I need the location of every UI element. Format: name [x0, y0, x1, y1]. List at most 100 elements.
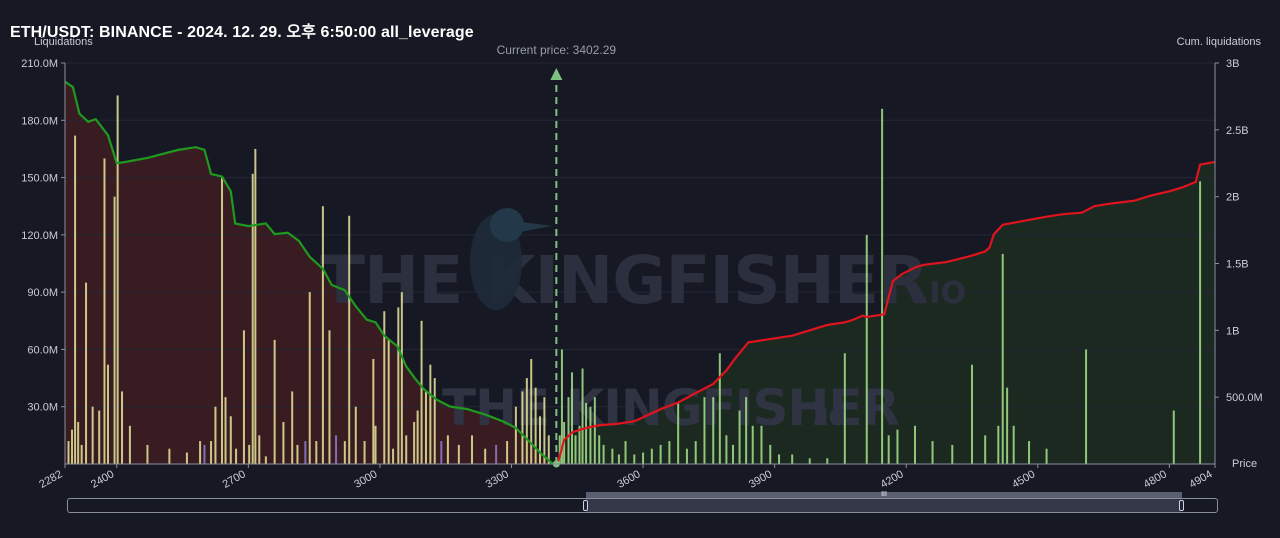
liquidation-bar [405, 435, 408, 464]
liquidation-bar [581, 368, 584, 464]
slider-grip-icon[interactable]: III [881, 491, 887, 498]
cum-line-short [64, 80, 554, 465]
liquidation-bar [185, 452, 188, 464]
liquidation-bar [589, 406, 592, 464]
range-slider[interactable] [67, 498, 1218, 513]
liquidation-bar [598, 435, 601, 464]
liquidation-bar [80, 444, 83, 464]
liquidation-bar [254, 148, 257, 464]
liquidation-bar [224, 397, 227, 464]
liquidation-bar [343, 441, 346, 464]
liquidation-bar [677, 402, 680, 464]
liquidation-bar [392, 448, 395, 464]
liquidation-bar [106, 364, 109, 464]
liquidation-bar [539, 416, 541, 464]
liquidation-bar [881, 108, 884, 464]
liquidation-bar [534, 387, 537, 464]
slider-left-handle[interactable] [583, 500, 588, 511]
liquidation-bar [543, 397, 546, 464]
liquidation-bar [363, 441, 366, 464]
right-axis-tick-label: 1B [1226, 325, 1239, 337]
liquidation-bar [77, 421, 80, 464]
liquidation-bar [199, 441, 202, 464]
watermark-small: THE KINGFISHER [442, 379, 900, 437]
x-axis-tick-label: 3600 [615, 468, 642, 491]
liquidation-bar [703, 397, 706, 464]
liquidation-bar [659, 444, 662, 464]
liquidation-bar [633, 454, 636, 464]
left-axis-tick-label: 210.0M [21, 58, 58, 70]
liquidation-bar [128, 425, 131, 464]
liquidation-bar [725, 435, 728, 464]
liquidation-bar [624, 441, 627, 464]
liquidation-bar [971, 364, 974, 464]
liquidation-bar [103, 158, 106, 464]
liquidation-bar [887, 435, 890, 464]
liquidation-bar [328, 330, 331, 464]
liquidation-bar [264, 456, 267, 464]
watermark-large-suffix: .IO [918, 276, 966, 311]
liquidation-bar [574, 435, 577, 464]
x-axis-tick-label: 2700 [221, 468, 248, 491]
cum-area-long [557, 161, 1215, 464]
liquidation-bar [506, 441, 509, 464]
liquidation-bar [718, 353, 721, 464]
liquidation-bar [865, 234, 868, 464]
x-axis-tick-label: 3900 [747, 468, 774, 491]
liquidation-bar [668, 441, 671, 464]
liquidation-bar [308, 292, 311, 464]
chart-title: ETH/USDT: BINANCE - 2024. 12. 29. 오후 6:5… [10, 24, 474, 41]
left-axis-tick-label: 60.0M [27, 344, 58, 356]
liquidation-bar [760, 425, 763, 464]
liquidation-bar [1172, 410, 1175, 464]
liquidation-bar [168, 448, 171, 464]
current-price-label: Current price: 3402.29 [497, 43, 617, 57]
logo-beak [520, 222, 552, 232]
liquidation-bar [242, 330, 245, 464]
slider-right-handle[interactable] [1179, 500, 1184, 511]
right-axis-tick-label: 1.5B [1226, 259, 1249, 271]
liquidation-bar [433, 378, 436, 464]
liquidation-bar [251, 173, 254, 464]
liquidation-bar [67, 441, 70, 464]
slider-mini-strip [586, 492, 1182, 498]
liquidation-bar [203, 444, 206, 464]
liquidation-bar [420, 320, 423, 464]
liquidation-bar [248, 444, 251, 464]
liquidation-bar [602, 444, 605, 464]
right-axis-tick-label: 2.5B [1226, 125, 1249, 137]
x-axis-tick-label: 3000 [352, 468, 379, 491]
liquidation-bar [71, 429, 74, 464]
liquidation-bar [514, 406, 517, 464]
liquidation-bar [769, 444, 772, 464]
liquidation-bar [121, 391, 124, 464]
liquidation-bar [951, 444, 954, 464]
x-axis-tick-label: 2282 [37, 468, 64, 491]
left-axis-tick-label: 150.0M [21, 173, 58, 185]
liquidation-bar [304, 441, 307, 464]
slider-window[interactable] [583, 499, 1184, 512]
liquidation-bar [440, 441, 443, 464]
liquidation-bar [593, 397, 596, 464]
liquidation-bar [113, 196, 116, 464]
liquidation-bar [424, 391, 427, 464]
liquidation-bar [997, 425, 1000, 464]
liquidation-bar [712, 397, 715, 464]
x-axis-tick-label: 3300 [484, 468, 511, 491]
liquidation-bar [413, 421, 416, 464]
liquidation-bar [429, 364, 432, 464]
liquidation-bar [98, 410, 101, 464]
liquidation-bar [1045, 448, 1048, 464]
left-axis-tick-label: 120.0M [21, 230, 58, 242]
liquidation-bar [85, 282, 88, 464]
liquidation-bar [571, 372, 574, 464]
x-axis-tick-label: 4500 [1010, 468, 1037, 491]
liquidation-bar [116, 95, 119, 464]
liquidation-bar [387, 339, 390, 464]
x-axis-label: Price [1232, 458, 1257, 470]
liquidation-bar [984, 435, 987, 464]
liquidation-bar [567, 397, 570, 464]
liquidation-bar [731, 444, 734, 464]
liquidation-bar [457, 444, 460, 464]
